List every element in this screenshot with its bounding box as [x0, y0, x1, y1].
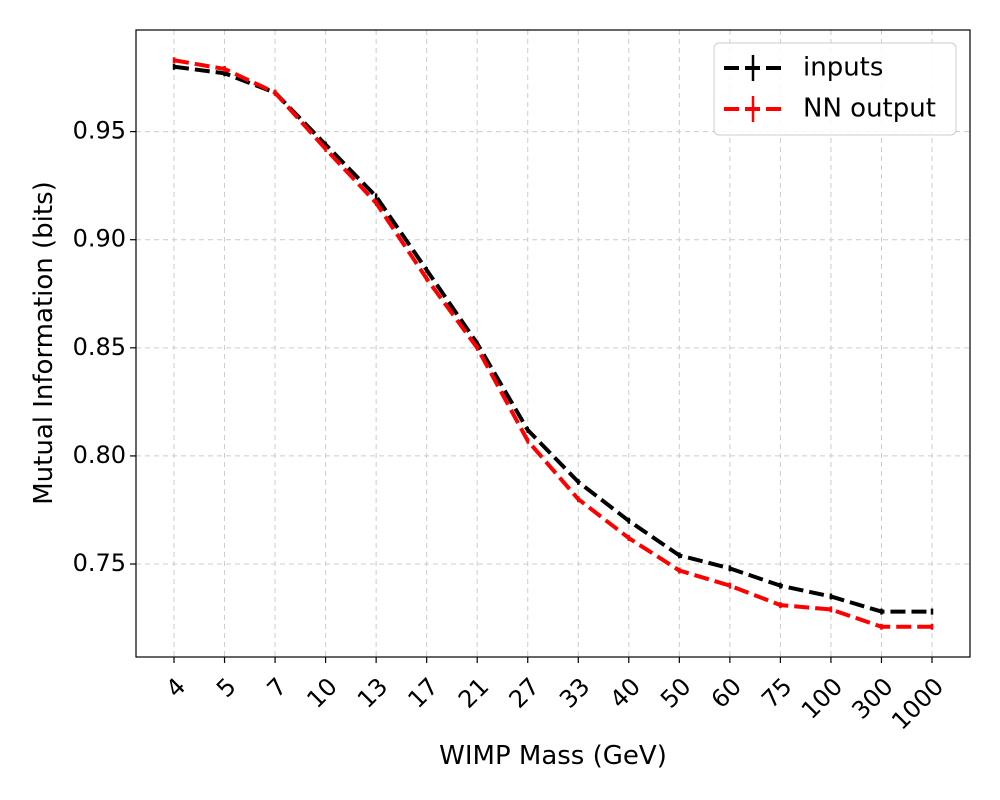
x-axis-label: WIMP Mass (GeV): [439, 741, 667, 771]
y-axis-label: Mutual Information (bits): [29, 181, 59, 505]
series-inputs: [172, 63, 934, 615]
y-tick-labels: 0.75 0.80 0.85 0.90 0.95: [73, 117, 126, 577]
series-nn-output: [172, 57, 934, 630]
y-tick-label: 0.95: [73, 117, 126, 145]
legend-entries: inputs NN output: [724, 53, 936, 124]
axis-ticks: [130, 131, 933, 663]
legend-label: NN output: [803, 94, 936, 124]
y-tick-label: 0.90: [73, 225, 126, 253]
y-tick-label: 0.80: [73, 441, 126, 469]
series-line: [173, 58, 932, 629]
plot-frame: [135, 29, 971, 658]
series-layer: [172, 57, 934, 630]
legend-entry: inputs: [724, 53, 883, 83]
y-tick-label: 0.75: [73, 549, 126, 577]
legend: inputs NN output: [713, 42, 957, 136]
grid: [136, 30, 970, 657]
y-tick-label: 0.85: [73, 333, 126, 361]
legend-label: inputs: [803, 53, 883, 83]
legend-entry: NN output: [724, 94, 936, 124]
